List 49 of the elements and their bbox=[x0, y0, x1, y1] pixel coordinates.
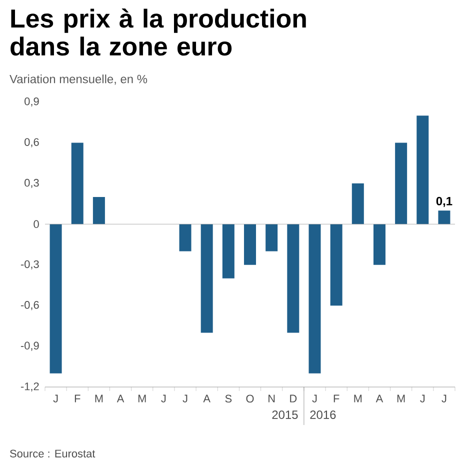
y-tick-label: -0,9 bbox=[20, 342, 39, 351]
y-tick-label: 0,3 bbox=[24, 178, 39, 188]
bar bbox=[373, 224, 386, 265]
text: 2015 bbox=[272, 410, 298, 419]
x-tick-label: D bbox=[290, 394, 297, 402]
y-tick-label: -1,2 bbox=[20, 382, 39, 392]
x-tick-label: O bbox=[246, 394, 254, 403]
bar bbox=[395, 142, 408, 224]
bar bbox=[71, 142, 84, 224]
x-tick-label: A bbox=[116, 394, 124, 402]
bar bbox=[352, 183, 364, 224]
bar bbox=[92, 197, 105, 224]
bar bbox=[50, 224, 62, 374]
x-tick-label: J bbox=[182, 394, 188, 402]
x-tick-label: M bbox=[354, 394, 362, 402]
chart-subtitle: Variation mensuelle, en % bbox=[10, 74, 148, 85]
bar bbox=[287, 224, 300, 333]
x-tick-label: F bbox=[334, 394, 340, 402]
bar bbox=[200, 224, 213, 333]
x-tick-label: A bbox=[376, 394, 384, 402]
x-tick-label: M bbox=[95, 394, 103, 402]
x-tick-label: N bbox=[268, 394, 275, 402]
data-label: 0,1 bbox=[436, 196, 452, 208]
y-tick-label: 0,9 bbox=[24, 97, 39, 107]
source-note: Source : Eurostat bbox=[10, 450, 96, 458]
x-tick-label: M bbox=[397, 394, 405, 402]
x-tick-label: J bbox=[420, 394, 425, 402]
bar bbox=[244, 224, 256, 265]
x-tick-label: J bbox=[442, 394, 446, 402]
bar bbox=[308, 224, 321, 374]
bar bbox=[266, 224, 278, 252]
bar bbox=[416, 116, 429, 224]
y-tick-label: -0,6 bbox=[20, 301, 39, 310]
x-tick-label: J bbox=[161, 394, 166, 402]
bar bbox=[330, 224, 342, 306]
chart-title: Les prix à la production dans la zone euro bbox=[10, 8, 306, 56]
x-tick-label: J bbox=[312, 394, 317, 402]
x-tick-label: S bbox=[225, 394, 232, 403]
y-tick-label: -0,3 bbox=[20, 260, 39, 270]
text: 2016 bbox=[310, 410, 336, 419]
bar bbox=[179, 224, 192, 252]
x-tick-label: M bbox=[138, 394, 146, 402]
y-tick-label: 0 bbox=[34, 220, 39, 228]
x-tick-label: A bbox=[203, 394, 210, 402]
bar bbox=[222, 224, 234, 278]
y-tick-label: 0,6 bbox=[24, 138, 39, 148]
x-tick-label: F bbox=[74, 394, 80, 402]
x-tick-label: J bbox=[53, 394, 58, 402]
bar bbox=[438, 210, 450, 224]
